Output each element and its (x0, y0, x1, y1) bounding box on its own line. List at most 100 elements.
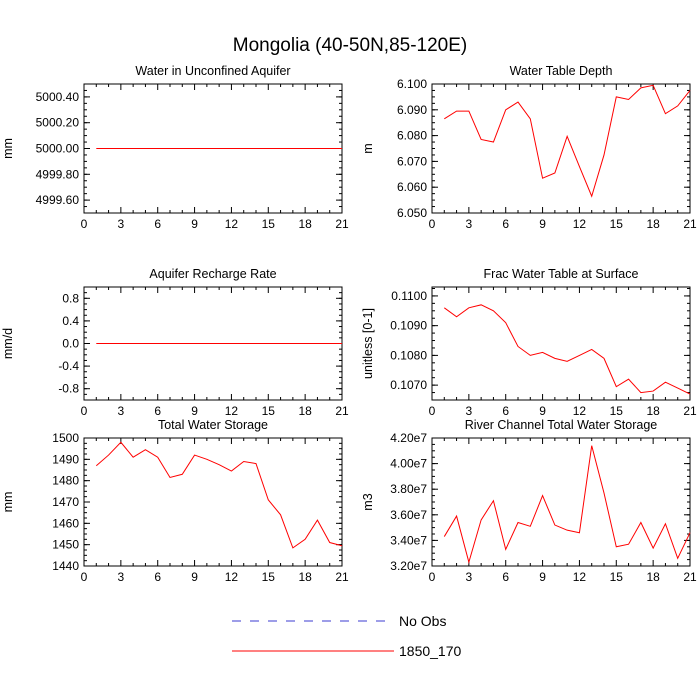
x-tick-label: 3 (466, 404, 473, 418)
y-tick-label: 1500 (52, 431, 79, 445)
y-axis-label: m3 (361, 493, 375, 510)
y-tick-label: 1450 (52, 538, 79, 552)
y-tick-label: 3.80e7 (390, 482, 427, 496)
y-tick-label: 6.070 (397, 154, 427, 168)
y-tick-label: 1460 (52, 516, 79, 530)
panel-title: Total Water Storage (158, 418, 268, 432)
legend: No Obs 1850_170 (232, 613, 462, 659)
x-tick-label: 3 (118, 570, 125, 584)
y-axis-label: unitless [0-1] (361, 308, 375, 379)
x-tick-label: 12 (225, 217, 239, 231)
y-tick-label: 4.20e7 (390, 431, 427, 445)
y-tick-label: 0.1090 (390, 319, 427, 333)
y-tick-label: 3.20e7 (390, 559, 427, 573)
x-tick-label: 9 (539, 217, 546, 231)
y-axis-label: m (361, 143, 375, 153)
panel-water-table-depth: Water Table Depth 0 3 6 9 12 15 18 21 6.050 6.060 6… (361, 64, 697, 231)
legend-entry-1850-170: 1850_170 (232, 643, 462, 659)
x-tick-label: 9 (539, 404, 546, 418)
x-tick-label: 9 (539, 570, 546, 584)
x-tick-label: 15 (610, 570, 624, 584)
panel-frac-water-table-at-surface: Frac Water Table at Surface 0 3 6 9 12 15 18 21 0… (361, 267, 697, 418)
x-tick-label: 21 (683, 570, 697, 584)
x-tick-label: 0 (81, 217, 88, 231)
x-tick-label: 0 (429, 217, 436, 231)
x-tick-label: 21 (683, 217, 697, 231)
x-tick-label: 6 (502, 217, 509, 231)
x-tick-label: 21 (683, 404, 697, 418)
y-tick-label: 5000.20 (36, 116, 80, 130)
x-tick-label: 3 (466, 570, 473, 584)
panel-title: River Channel Total Water Storage (465, 418, 658, 432)
y-tick-label: 6.060 (397, 180, 427, 194)
x-tick-label: 3 (118, 217, 125, 231)
panel-title: Frac Water Table at Surface (484, 267, 639, 281)
y-tick-label: 6.090 (397, 103, 427, 117)
x-tick-label: 18 (646, 570, 660, 584)
x-tick-label: 21 (335, 404, 349, 418)
plot-frame (431, 83, 691, 214)
y-tick-label: 3.40e7 (390, 533, 427, 547)
x-tick-label: 12 (225, 570, 239, 584)
x-tick-label: 15 (610, 404, 624, 418)
y-tick-label: 6.050 (397, 206, 427, 220)
y-tick-label: 1490 (52, 452, 79, 466)
y-tick-label: 6.100 (397, 77, 427, 91)
x-tick-label: 3 (466, 217, 473, 231)
x-tick-label: 12 (573, 217, 587, 231)
plot-frame (431, 286, 691, 401)
x-tick-label: 18 (298, 404, 312, 418)
x-tick-label: 15 (262, 217, 276, 231)
plot-frame (83, 437, 343, 567)
x-tick-label: 0 (429, 570, 436, 584)
y-tick-label: 5000.40 (36, 90, 80, 104)
y-tick-label: 1470 (52, 495, 79, 509)
legend-entry-no-obs: No Obs (232, 613, 446, 629)
panel-water-in-unconfined-aquifer: Water in Unconfined Aquifer 0 3 6 9 12 15 18 21 4… (1, 64, 349, 231)
x-tick-label: 18 (646, 404, 660, 418)
x-tick-label: 12 (225, 404, 239, 418)
x-tick-label: 12 (573, 404, 587, 418)
y-tick-label: 0.1070 (390, 378, 427, 392)
panel-title: Water Table Depth (510, 64, 613, 78)
x-tick-label: 15 (262, 570, 276, 584)
x-tick-label: 9 (191, 570, 198, 584)
y-axis-label: mm (1, 492, 15, 513)
x-tick-label: 6 (154, 217, 161, 231)
x-tick-label: 0 (81, 404, 88, 418)
legend-label: No Obs (399, 613, 446, 629)
panel-grid: Water in Unconfined Aquifer 0 3 6 9 12 15 18 21 4… (1, 64, 697, 584)
figure-title: Mongolia (40-50N,85-120E) (233, 35, 467, 56)
x-tick-label: 18 (298, 570, 312, 584)
y-tick-label: 4.00e7 (390, 457, 427, 471)
y-tick-label: 0.0 (62, 337, 79, 351)
y-tick-label: 4999.60 (36, 193, 80, 207)
y-tick-label: 0.1100 (391, 289, 427, 303)
x-tick-label: 0 (429, 404, 436, 418)
x-tick-label: 15 (610, 217, 624, 231)
x-tick-label: 6 (154, 404, 161, 418)
plot-frame (431, 437, 691, 567)
panel-aquifer-recharge-rate: Aquifer Recharge Rate 0 3 6 9 12 15 18 21 -0.8 -0.… (1, 267, 349, 418)
panel-title: Water in Unconfined Aquifer (135, 64, 290, 78)
y-tick-label: 5000.00 (36, 142, 80, 156)
x-tick-label: 6 (502, 570, 509, 584)
y-tick-label: 0.1080 (390, 348, 427, 362)
series-line-1850-170 (443, 445, 691, 565)
panel-river-channel-total-water-storage: River Channel Total Water Storage 0 3 6 9 12 1… (361, 418, 697, 584)
panel-title: Aquifer Recharge Rate (149, 267, 276, 281)
series-line-1850-170 (95, 441, 343, 549)
y-tick-label: -0.4 (58, 359, 79, 373)
x-tick-label: 21 (335, 217, 349, 231)
y-tick-label: 3.60e7 (390, 508, 427, 522)
x-tick-label: 15 (262, 404, 276, 418)
x-tick-label: 6 (154, 570, 161, 584)
y-axis-label: mm (1, 138, 15, 159)
y-tick-label: 1480 (52, 474, 79, 488)
x-tick-label: 18 (298, 217, 312, 231)
y-tick-label: 4999.80 (36, 167, 80, 181)
x-tick-label: 18 (646, 217, 660, 231)
y-tick-label: 6.080 (397, 129, 427, 143)
x-tick-label: 6 (502, 404, 509, 418)
